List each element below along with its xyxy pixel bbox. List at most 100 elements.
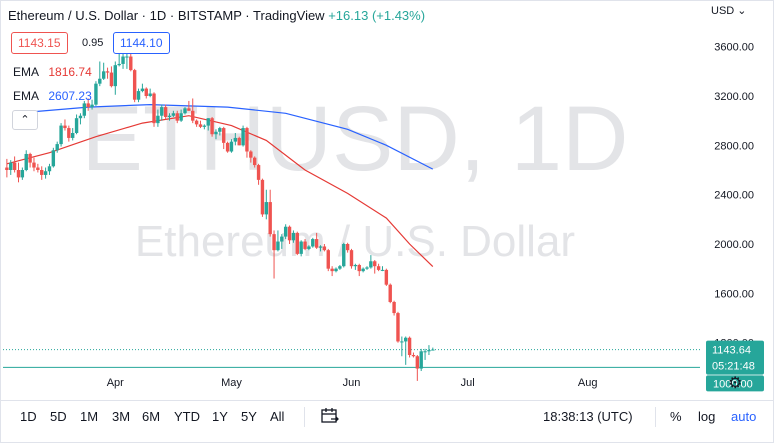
timeframe-ytd[interactable]: YTD: [174, 409, 200, 424]
candle[interactable]: [241, 125, 245, 147]
candle[interactable]: [90, 99, 94, 110]
candle[interactable]: [202, 124, 207, 130]
timeframe-1d[interactable]: 1D: [20, 409, 37, 424]
candle[interactable]: [295, 231, 299, 256]
candle[interactable]: [322, 244, 327, 252]
candle[interactable]: [237, 136, 241, 146]
candle[interactable]: [40, 166, 44, 180]
candle[interactable]: [156, 109, 160, 127]
auto-scale-toggle[interactable]: auto: [731, 409, 757, 424]
candle[interactable]: [222, 126, 226, 150]
candle[interactable]: [175, 110, 179, 124]
candle[interactable]: [283, 224, 288, 240]
candle[interactable]: [28, 152, 32, 168]
candle[interactable]: [198, 120, 203, 129]
candle[interactable]: [148, 88, 152, 98]
candle[interactable]: [183, 107, 187, 115]
candle[interactable]: [16, 162, 21, 183]
gear-icon[interactable]: ⚙: [728, 375, 743, 392]
bid-price-box[interactable]: 1143.15: [11, 32, 68, 54]
candle[interactable]: [299, 240, 303, 257]
candle[interactable]: [280, 234, 284, 249]
candle[interactable]: [400, 336, 404, 357]
candle[interactable]: [214, 129, 218, 140]
candle[interactable]: [5, 158, 9, 178]
ema-fast-line[interactable]: [6, 115, 434, 268]
candle[interactable]: [287, 225, 292, 245]
utc-clock[interactable]: 18:38:13 (UTC): [543, 409, 633, 424]
candle[interactable]: [334, 267, 338, 273]
candle[interactable]: [252, 156, 257, 168]
timeframe-6m[interactable]: 6M: [142, 409, 161, 424]
candle[interactable]: [373, 260, 377, 274]
candle[interactable]: [59, 123, 63, 147]
candle[interactable]: [326, 248, 330, 272]
candle[interactable]: [194, 119, 199, 127]
timeframe-3m[interactable]: 3M: [112, 409, 131, 424]
candle[interactable]: [407, 336, 412, 358]
candle[interactable]: [311, 237, 315, 248]
candle[interactable]: [74, 114, 79, 135]
log-scale-toggle[interactable]: log: [698, 409, 716, 424]
timeframe-5y[interactable]: 5Y: [241, 409, 257, 424]
candle[interactable]: [260, 178, 265, 217]
candle[interactable]: [191, 98, 195, 124]
candle[interactable]: [20, 167, 25, 180]
candle[interactable]: [78, 113, 83, 125]
candle[interactable]: [411, 352, 416, 358]
candle[interactable]: [206, 118, 210, 131]
calendar-range-icon[interactable]: [320, 406, 340, 429]
candle[interactable]: [225, 141, 230, 153]
candle[interactable]: [396, 311, 400, 343]
symbol-name[interactable]: Ethereum / U.S. Dollar: [8, 8, 139, 23]
ema-slow-line[interactable]: [30, 103, 434, 170]
candle[interactable]: [423, 348, 427, 360]
candle[interactable]: [380, 266, 385, 272]
candle[interactable]: [152, 92, 156, 127]
candle[interactable]: [144, 87, 148, 99]
candle[interactable]: [384, 268, 389, 286]
candle[interactable]: [67, 125, 71, 142]
candle[interactable]: [330, 266, 334, 277]
candle[interactable]: [210, 116, 214, 137]
candle[interactable]: [71, 128, 75, 141]
candle[interactable]: [291, 230, 296, 243]
candle[interactable]: [353, 263, 358, 270]
candle[interactable]: [249, 150, 253, 163]
collapse-legend-button[interactable]: ⌃: [12, 110, 38, 130]
candle[interactable]: [276, 230, 280, 252]
candle[interactable]: [365, 266, 369, 270]
ema-fast-legend[interactable]: EMA 1816.74: [13, 65, 92, 79]
candle[interactable]: [272, 230, 276, 279]
candle[interactable]: [163, 104, 168, 120]
candle[interactable]: [431, 347, 435, 351]
candle[interactable]: [32, 157, 36, 172]
candle[interactable]: [109, 66, 114, 88]
candle[interactable]: [187, 100, 191, 111]
candle[interactable]: [51, 147, 56, 168]
candle[interactable]: [345, 242, 350, 253]
candle[interactable]: [303, 239, 307, 251]
candle[interactable]: [140, 83, 145, 93]
candle[interactable]: [392, 300, 396, 316]
candle[interactable]: [388, 283, 392, 304]
candle[interactable]: [55, 141, 59, 153]
timeframe-1y[interactable]: 1Y: [212, 409, 228, 424]
candle[interactable]: [94, 81, 98, 106]
candle[interactable]: [268, 189, 272, 237]
candle[interactable]: [86, 98, 90, 111]
candle[interactable]: [357, 263, 361, 277]
candle[interactable]: [369, 255, 373, 269]
candle[interactable]: [63, 119, 67, 131]
candle[interactable]: [160, 104, 164, 121]
candle[interactable]: [314, 232, 319, 249]
currency-selector[interactable]: USD ⌄: [711, 4, 747, 17]
candle[interactable]: [342, 242, 346, 268]
candle[interactable]: [245, 126, 249, 158]
candle[interactable]: [105, 67, 110, 79]
candle[interactable]: [129, 52, 133, 72]
candle[interactable]: [318, 245, 323, 252]
candle[interactable]: [24, 150, 28, 172]
candle[interactable]: [82, 100, 87, 119]
candle[interactable]: [47, 163, 52, 175]
